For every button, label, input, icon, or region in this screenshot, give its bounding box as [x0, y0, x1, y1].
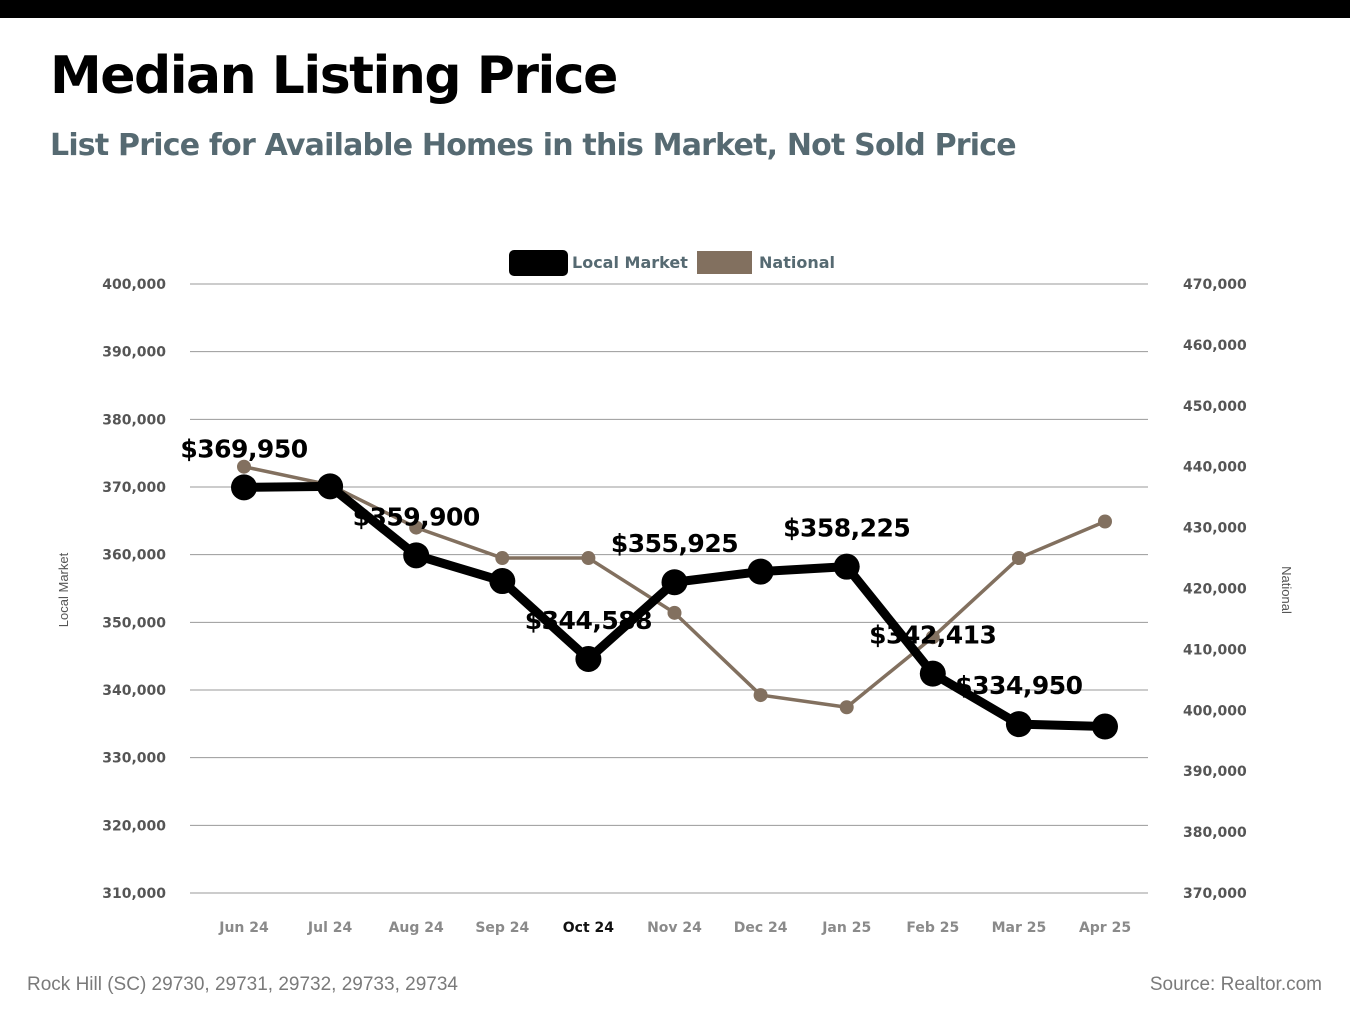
right-tick-label: 460,000 — [1183, 338, 1247, 354]
x-tick-label: Feb 25 — [906, 920, 959, 936]
national-point — [581, 551, 596, 566]
right-tick-label: 470,000 — [1183, 277, 1247, 293]
x-tick-label: Jul 24 — [307, 920, 353, 936]
page-title: Median Listing Price — [50, 46, 618, 106]
local-market-point — [231, 474, 257, 501]
left-tick-label: 400,000 — [102, 277, 166, 293]
left-tick-label: 350,000 — [102, 615, 166, 631]
x-tick-label: Apr 25 — [1079, 920, 1131, 936]
legend: Local Market National — [509, 250, 835, 276]
national-point — [1098, 514, 1112, 529]
x-tick-label: Sep 24 — [475, 920, 529, 936]
national-point — [925, 630, 940, 645]
left-tick-label: 390,000 — [102, 345, 166, 361]
legend-swatch-national — [697, 251, 752, 274]
right-tick-label: 390,000 — [1183, 764, 1247, 780]
legend-swatch-local-market — [509, 250, 568, 276]
right-tick-label: 440,000 — [1183, 460, 1247, 476]
national-point — [667, 605, 682, 620]
local-market-data-label: $355,925 — [611, 529, 738, 558]
left-tick-label: 330,000 — [102, 751, 166, 767]
right-tick-label: 370,000 — [1183, 886, 1247, 902]
left-tick-label: 310,000 — [102, 886, 166, 902]
left-tick-label: 380,000 — [102, 412, 166, 428]
local-market-point — [575, 645, 602, 672]
local-market-point — [1092, 713, 1118, 740]
local-market-data-label: $342,413 — [869, 621, 996, 650]
x-tick-label: Jun 24 — [218, 920, 269, 936]
local-market-data-label: $334,950 — [955, 671, 1082, 700]
local-market-series — [231, 473, 1118, 740]
right-tick-label: 430,000 — [1183, 521, 1247, 537]
local-market-point — [747, 558, 774, 585]
local-market-point — [403, 542, 430, 569]
local-market-point — [1005, 711, 1032, 738]
local-market-point — [661, 569, 688, 596]
x-tick-label: Aug 24 — [389, 920, 444, 936]
left-tick-label: 340,000 — [102, 683, 166, 699]
right-tick-label: 420,000 — [1183, 582, 1247, 598]
footer-source: Source: Realtor.com — [1149, 974, 1322, 995]
local-market-data-label: $369,950 — [180, 434, 307, 463]
page-subtitle: List Price for Available Homes in this M… — [50, 128, 1017, 163]
right-axis-label: National — [1279, 566, 1294, 614]
local-market-data-label: $359,900 — [353, 502, 480, 531]
x-tick-label: Mar 25 — [992, 920, 1047, 936]
x-tick-label: Nov 24 — [647, 920, 702, 936]
national-point — [237, 459, 251, 474]
national-point — [409, 520, 424, 535]
footer-location: Rock Hill (SC) 29730, 29731, 29732, 2973… — [27, 974, 458, 995]
local-market-data-label: $344,588 — [525, 606, 652, 635]
x-tick-label: Dec 24 — [734, 920, 788, 936]
legend-label-national: National — [759, 253, 835, 272]
data-labels: $369,950 $359,900 $344,588 $355,925 $358,225… — [180, 434, 1083, 700]
x-axis-ticks: Jun 24 Jul 24 Aug 24 Sep 24 Oct 24 Nov 24 Dec … — [218, 920, 1131, 936]
x-tick-label: Jan 25 — [821, 920, 871, 936]
national-point — [495, 551, 510, 566]
right-tick-label: 380,000 — [1183, 825, 1247, 841]
local-market-point — [919, 660, 946, 687]
left-axis-label: Local Market — [56, 552, 71, 627]
legend-label-local-market: Local Market — [572, 253, 688, 272]
local-market-point — [833, 553, 860, 580]
x-tick-label: Oct 24 — [563, 920, 615, 936]
top-bar — [0, 0, 1350, 18]
right-tick-label: 450,000 — [1183, 399, 1247, 415]
national-point — [1011, 551, 1026, 566]
right-axis-ticks: 470,000 460,000 450,000 440,000 430,000 420,0… — [1183, 277, 1247, 902]
local-market-point — [489, 568, 516, 595]
national-point — [839, 700, 854, 715]
right-tick-label: 410,000 — [1183, 642, 1247, 658]
left-tick-label: 370,000 — [102, 480, 166, 496]
left-tick-label: 360,000 — [102, 548, 166, 564]
national-point — [753, 688, 768, 703]
local-market-point — [317, 473, 344, 500]
local-market-data-label: $358,225 — [783, 514, 910, 543]
grid-lines — [190, 283, 1148, 894]
left-axis-ticks: 400,000 390,000 380,000 370,000 360,000 350,0… — [102, 277, 166, 902]
right-tick-label: 400,000 — [1183, 703, 1247, 719]
left-tick-label: 320,000 — [102, 818, 166, 834]
